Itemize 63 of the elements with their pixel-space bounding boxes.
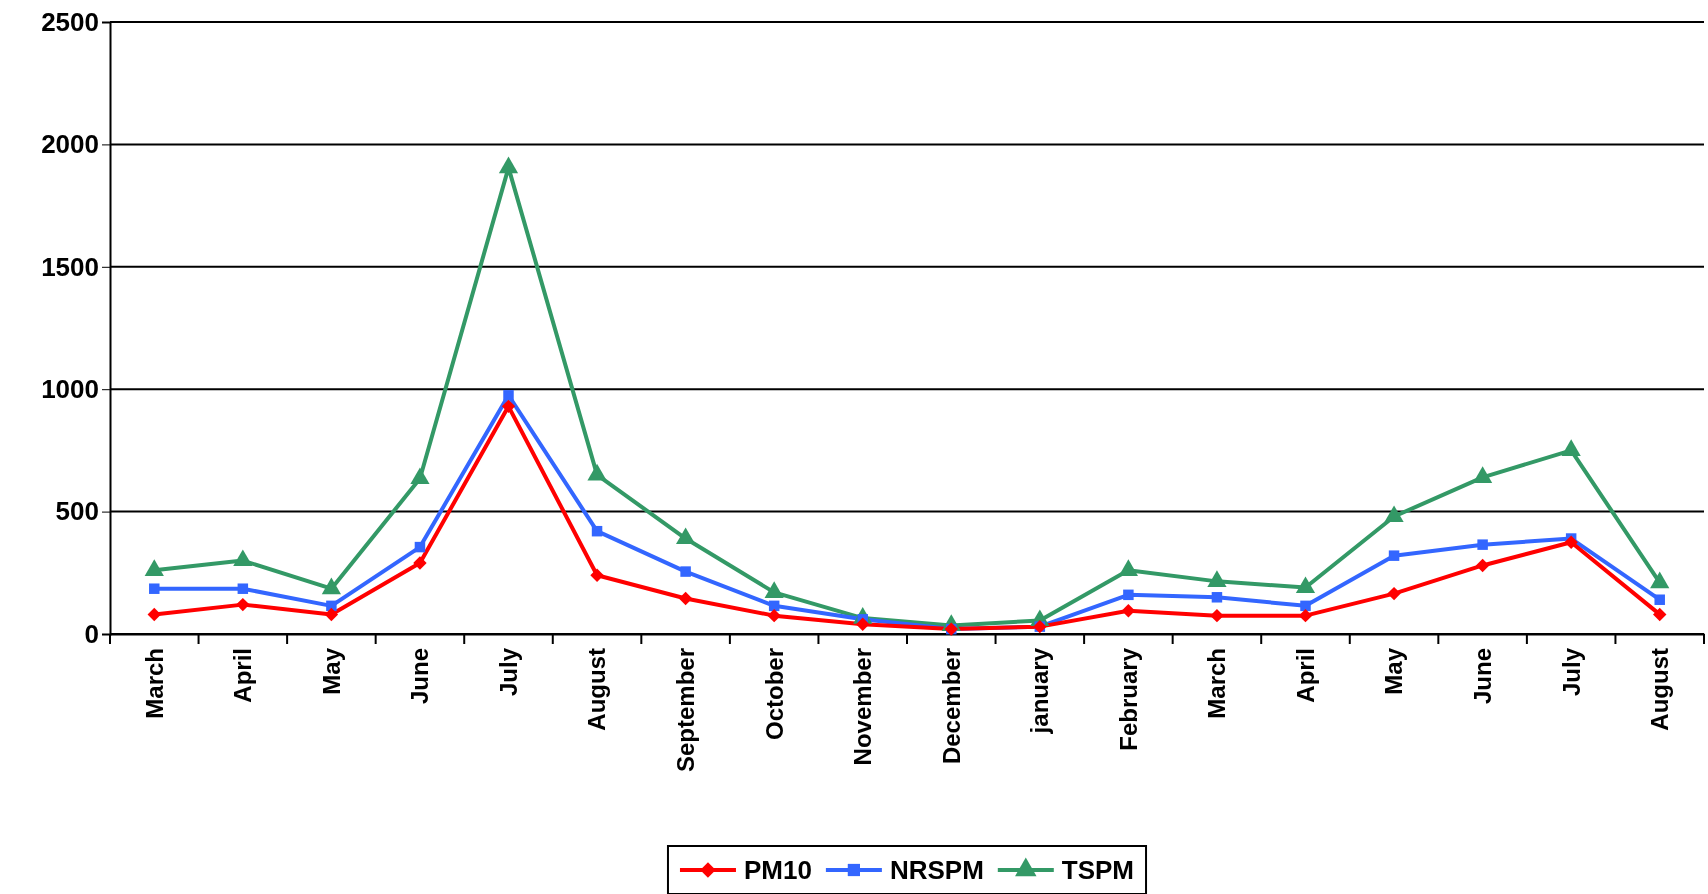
legend-label: TSPM bbox=[1061, 855, 1135, 886]
point bbox=[590, 568, 604, 582]
x-tick-label: December bbox=[937, 648, 965, 765]
x-tick-label: September bbox=[672, 648, 700, 773]
point bbox=[147, 607, 161, 622]
y-tick-label: 2000 bbox=[41, 129, 99, 160]
point bbox=[1387, 586, 1401, 601]
point bbox=[1298, 608, 1313, 623]
x-tick-label: June bbox=[406, 648, 434, 705]
point bbox=[1300, 600, 1311, 612]
x-tick-label: March bbox=[1203, 648, 1231, 719]
point bbox=[1388, 550, 1400, 561]
point bbox=[1123, 589, 1134, 601]
point bbox=[680, 566, 691, 577]
point bbox=[1477, 539, 1488, 550]
point bbox=[591, 525, 603, 537]
point bbox=[326, 600, 337, 612]
point bbox=[1564, 535, 1578, 549]
point bbox=[324, 607, 339, 622]
point bbox=[236, 597, 250, 612]
point bbox=[1210, 608, 1224, 623]
x-tick-label: january bbox=[1026, 647, 1054, 735]
point bbox=[856, 617, 870, 631]
point bbox=[501, 399, 516, 414]
point bbox=[498, 156, 519, 174]
point bbox=[1475, 558, 1490, 573]
point bbox=[503, 390, 514, 401]
point bbox=[1211, 592, 1223, 603]
x-tick-label: August bbox=[1646, 648, 1674, 731]
point bbox=[149, 583, 160, 594]
x-tick-label: February bbox=[1114, 647, 1142, 751]
x-tick-label: May bbox=[1380, 647, 1408, 695]
point bbox=[1653, 607, 1667, 622]
x-tick-label: July bbox=[494, 647, 522, 697]
legend-label: PM10 bbox=[743, 855, 812, 886]
point bbox=[587, 463, 607, 481]
x-tick-label: April bbox=[1291, 648, 1319, 703]
point bbox=[1121, 604, 1136, 618]
y-tick-label: 1500 bbox=[41, 251, 99, 282]
y-tick-label: 1000 bbox=[41, 374, 99, 405]
x-tick-label: November bbox=[849, 648, 877, 766]
y-tick-label: 500 bbox=[55, 496, 99, 527]
x-tick-label: July bbox=[1557, 647, 1585, 697]
point bbox=[678, 591, 693, 606]
point bbox=[1561, 439, 1581, 456]
point bbox=[1384, 505, 1404, 523]
point bbox=[413, 556, 427, 570]
point bbox=[767, 608, 781, 623]
y-tick-label: 0 bbox=[84, 618, 99, 649]
point bbox=[414, 541, 426, 553]
y-tick-label: 2500 bbox=[41, 6, 99, 37]
point bbox=[1654, 594, 1665, 605]
x-tick-label: May bbox=[317, 647, 345, 695]
x-tick-label: August bbox=[583, 648, 611, 731]
point bbox=[676, 527, 696, 545]
x-tick-label: April bbox=[229, 648, 257, 703]
point bbox=[410, 467, 430, 485]
x-tick-label: June bbox=[1469, 648, 1497, 705]
x-tick-label: March bbox=[140, 648, 168, 719]
point bbox=[237, 583, 249, 594]
legend-label: NRSPM bbox=[889, 855, 984, 886]
x-tick-label: October bbox=[760, 648, 788, 741]
point bbox=[1473, 466, 1493, 483]
